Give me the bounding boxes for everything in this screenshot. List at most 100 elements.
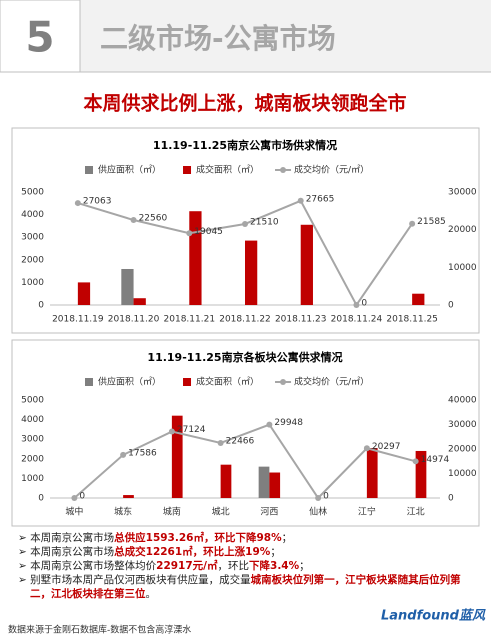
- price-line: [73, 423, 416, 500]
- bullet-text: ；: [270, 546, 281, 558]
- y2-tick-label: 0: [448, 301, 454, 311]
- y-tick-label: 2000: [21, 454, 44, 464]
- x-tick-label: 2018.11.21: [164, 315, 216, 325]
- bullet-marker: ➢: [18, 574, 31, 586]
- y-tick-label: 4000: [21, 415, 44, 425]
- bullet-marker: ➢: [18, 546, 31, 558]
- y2-tick-label: 20000: [448, 445, 477, 455]
- bar: [189, 211, 202, 305]
- data-label: 29948: [274, 418, 303, 428]
- bar: [77, 282, 91, 305]
- legend-label: 成交面积（㎡）: [196, 164, 259, 176]
- footer: 数据来源于金刚石数据库-数据不包含高淳溧水: [8, 624, 191, 636]
- price-point: [168, 428, 175, 435]
- price-point: [409, 220, 416, 227]
- bar: [121, 268, 134, 305]
- data-label: 27063: [83, 197, 112, 207]
- bullet-text: 。: [145, 588, 157, 600]
- data-label: 0: [323, 492, 329, 502]
- legend-label: 成交均价（元/㎡）: [294, 164, 369, 176]
- data-label: 20297: [372, 442, 401, 452]
- legend-swatch: [183, 166, 192, 174]
- bullet-text: 总供应1593.26㎡，环比下降98%: [114, 532, 282, 544]
- y2-tick-label: 30000: [448, 420, 477, 430]
- legend-swatch: [85, 378, 93, 386]
- x-tick-label: 城南: [163, 506, 181, 518]
- bullet-list: ➢ 本周南京公寓市场总供应1593.26㎡，环比下降98%； ➢ 本周南京公寓市场…: [18, 531, 478, 601]
- price-point: [71, 495, 78, 501]
- price-point: [130, 217, 137, 224]
- bullet-text: ；: [299, 560, 310, 572]
- bullet-text: 本周南京公寓市场整体均价: [30, 560, 157, 572]
- bullet-marker: ➢: [18, 532, 31, 544]
- price-point: [266, 421, 273, 428]
- bullet-text: 总成交12261㎡，环比上涨19%: [114, 546, 271, 558]
- legend-label: 成交均价（元/㎡）: [294, 376, 369, 388]
- header-band: [0, 0, 491, 72]
- price-point: [74, 200, 81, 207]
- bullet-text: 本周南京公寓市场: [30, 532, 115, 544]
- chart-title: 11.19-11.25南京公寓市场供求情况: [153, 138, 337, 152]
- logo: Landfound蓝风: [381, 608, 486, 624]
- x-tick-label: 2018.11.22: [219, 315, 271, 325]
- bullet-text: 本周南京公寓市场: [30, 546, 115, 558]
- y-tick-label: 0: [38, 494, 44, 504]
- x-tick-label: 2018.11.24: [331, 315, 383, 325]
- y2-tick-label: 40000: [448, 396, 477, 406]
- data-label: 0: [79, 492, 85, 502]
- bar: [412, 293, 425, 305]
- y-tick-label: 3000: [21, 233, 44, 243]
- y2-tick-label: 30000: [448, 188, 477, 198]
- y2-tick-label: 10000: [448, 263, 477, 273]
- price-point: [353, 302, 360, 308]
- section-title: 二级市场-公寓市场: [100, 22, 336, 55]
- bullet-text: 城南板块位列第一，江宁板块紧随其后位列第二，江北板块排在第三位: [30, 574, 461, 600]
- legend-label: 供应面积（㎡）: [98, 164, 161, 176]
- legend-label: 供应面积（㎡）: [98, 376, 161, 388]
- bar: [220, 464, 232, 498]
- y-tick-label: 3000: [21, 435, 44, 445]
- legend-marker: [280, 379, 287, 385]
- section-number: 5: [25, 13, 54, 62]
- number-box: [0, 0, 81, 73]
- y2-tick-label: 20000: [448, 225, 477, 235]
- legend-swatch: [85, 166, 93, 174]
- legend-swatch: [183, 378, 192, 386]
- bar: [366, 448, 378, 498]
- data-label: 17586: [128, 448, 157, 458]
- x-tick-label: 2018.11.23: [275, 315, 327, 325]
- bar: [415, 450, 427, 498]
- bullet-text: ，环比: [217, 560, 250, 572]
- y2-tick-label: 10000: [448, 469, 477, 479]
- bullet: ➢ 本周南京公寓市场总供应1593.26㎡，环比下降98%；: [18, 531, 478, 545]
- y-tick-label: 0: [38, 301, 44, 311]
- x-tick-label: 2018.11.19: [52, 315, 104, 325]
- bullet-text: ；: [281, 532, 293, 544]
- bar: [245, 240, 258, 305]
- price-point: [120, 451, 127, 458]
- x-tick-label: 仙林: [309, 506, 327, 518]
- legend-marker: [280, 167, 287, 173]
- price-point: [242, 220, 248, 227]
- data-label: 22560: [139, 214, 168, 224]
- bar: [123, 495, 134, 498]
- data-label: 27665: [306, 194, 335, 204]
- data-label: 21585: [417, 217, 446, 227]
- y-tick-label: 1000: [21, 278, 44, 288]
- bullet: ➢ 别墅市场本周产品仅河西板块有供应量，成交量城南板块位列第一，江宁板块紧随其后…: [18, 573, 478, 601]
- x-tick-label: 城中: [65, 506, 83, 518]
- headline: 本周供求比例上涨，城南板块领跑全市: [83, 92, 406, 115]
- x-tick-label: 江宁: [358, 506, 376, 518]
- x-tick-label: 2018.11.20: [108, 315, 160, 325]
- bullet-text: 22917元/㎡: [156, 560, 218, 572]
- x-tick-label: 河西: [260, 506, 278, 518]
- chart-title: 11.19-11.25南京各板块公寓供求情况: [147, 350, 342, 364]
- data-label: 0: [361, 299, 367, 309]
- bar: [133, 298, 146, 305]
- price-point: [315, 495, 322, 501]
- x-tick-label: 城北: [212, 507, 230, 518]
- data-label: 22466: [226, 436, 255, 446]
- y2-tick-label: 0: [448, 494, 454, 504]
